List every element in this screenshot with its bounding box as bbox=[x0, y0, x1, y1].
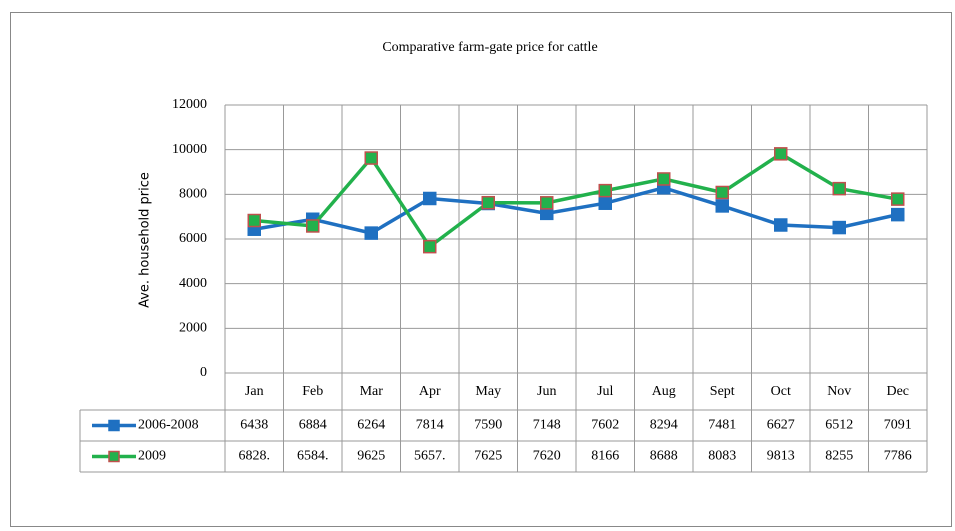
table-value: 6584. bbox=[297, 449, 329, 464]
marker bbox=[598, 183, 612, 198]
marker bbox=[598, 196, 612, 210]
table-value: 6828. bbox=[239, 449, 271, 464]
x-tick-label: Jan bbox=[245, 384, 264, 399]
legend-label: 2009 bbox=[138, 449, 166, 464]
marker bbox=[364, 151, 378, 165]
table-value: 7481 bbox=[708, 418, 736, 433]
marker bbox=[247, 213, 261, 228]
table-value: 6264 bbox=[357, 418, 385, 433]
x-tick-label: Mar bbox=[360, 384, 384, 399]
table-value: 6627 bbox=[767, 418, 795, 433]
table-value: 7148 bbox=[533, 418, 561, 433]
x-tick-label: Aug bbox=[652, 384, 676, 399]
table-value: 7786 bbox=[884, 449, 912, 464]
x-tick-label: Apr bbox=[419, 384, 441, 399]
table-value: 8255 bbox=[825, 449, 853, 464]
x-tick-label: Feb bbox=[302, 384, 323, 399]
chart-title: Comparative farm-gate price for cattle bbox=[382, 40, 597, 55]
legend-marker bbox=[108, 450, 120, 463]
x-tick-label: Dec bbox=[886, 384, 909, 399]
marker bbox=[540, 196, 554, 210]
x-tick-label: Jun bbox=[537, 384, 556, 399]
x-tick-label: Jul bbox=[597, 384, 613, 399]
y-tick-label: 6000 bbox=[179, 231, 207, 246]
marker bbox=[774, 218, 788, 232]
table-value: 6438 bbox=[240, 418, 268, 433]
table-value: 9625 bbox=[357, 449, 385, 464]
table-value: 7814 bbox=[416, 418, 444, 433]
marker bbox=[306, 219, 320, 233]
series-line bbox=[254, 151, 899, 250]
marker bbox=[364, 226, 378, 240]
table-value: 7091 bbox=[884, 418, 912, 433]
marker bbox=[715, 185, 729, 200]
table-value: 7590 bbox=[474, 418, 502, 433]
marker bbox=[715, 199, 729, 213]
y-tick-label: 2000 bbox=[179, 321, 207, 336]
marker bbox=[832, 181, 846, 196]
table-value: 8294 bbox=[650, 418, 678, 433]
table-value: 6884 bbox=[299, 418, 327, 433]
x-tick-label: Oct bbox=[771, 384, 791, 399]
marker bbox=[423, 239, 437, 254]
marker bbox=[657, 172, 671, 186]
y-tick-label: 8000 bbox=[179, 187, 207, 202]
marker bbox=[891, 207, 905, 222]
x-tick-label: Sept bbox=[710, 384, 735, 399]
series-line bbox=[253, 185, 899, 235]
x-tick-label: May bbox=[475, 384, 501, 399]
x-tick-label: Nov bbox=[827, 384, 851, 399]
table-value: 8083 bbox=[708, 449, 736, 464]
table-value: 7620 bbox=[533, 449, 561, 464]
marker bbox=[423, 191, 437, 206]
table-value: 7625 bbox=[474, 449, 502, 464]
marker bbox=[774, 147, 788, 161]
table-value: 9813 bbox=[767, 449, 795, 464]
table-value: 8688 bbox=[650, 449, 678, 464]
table-value: 7602 bbox=[591, 418, 619, 433]
y-tick-label: 0 bbox=[200, 365, 207, 380]
marker bbox=[891, 192, 905, 206]
y-tick-label: 4000 bbox=[179, 276, 207, 291]
table-value: 8166 bbox=[591, 449, 619, 464]
marker bbox=[481, 195, 495, 210]
marker bbox=[832, 220, 846, 235]
y-tick-label: 12000 bbox=[172, 97, 207, 112]
table-value: 6512 bbox=[825, 418, 853, 433]
y-tick-label: 10000 bbox=[172, 142, 207, 157]
y-axis-label: Ave. household price bbox=[138, 172, 153, 308]
legend-marker bbox=[108, 419, 120, 432]
legend-label: 2006-2008 bbox=[138, 418, 199, 433]
table-value: 5657. bbox=[414, 449, 446, 464]
